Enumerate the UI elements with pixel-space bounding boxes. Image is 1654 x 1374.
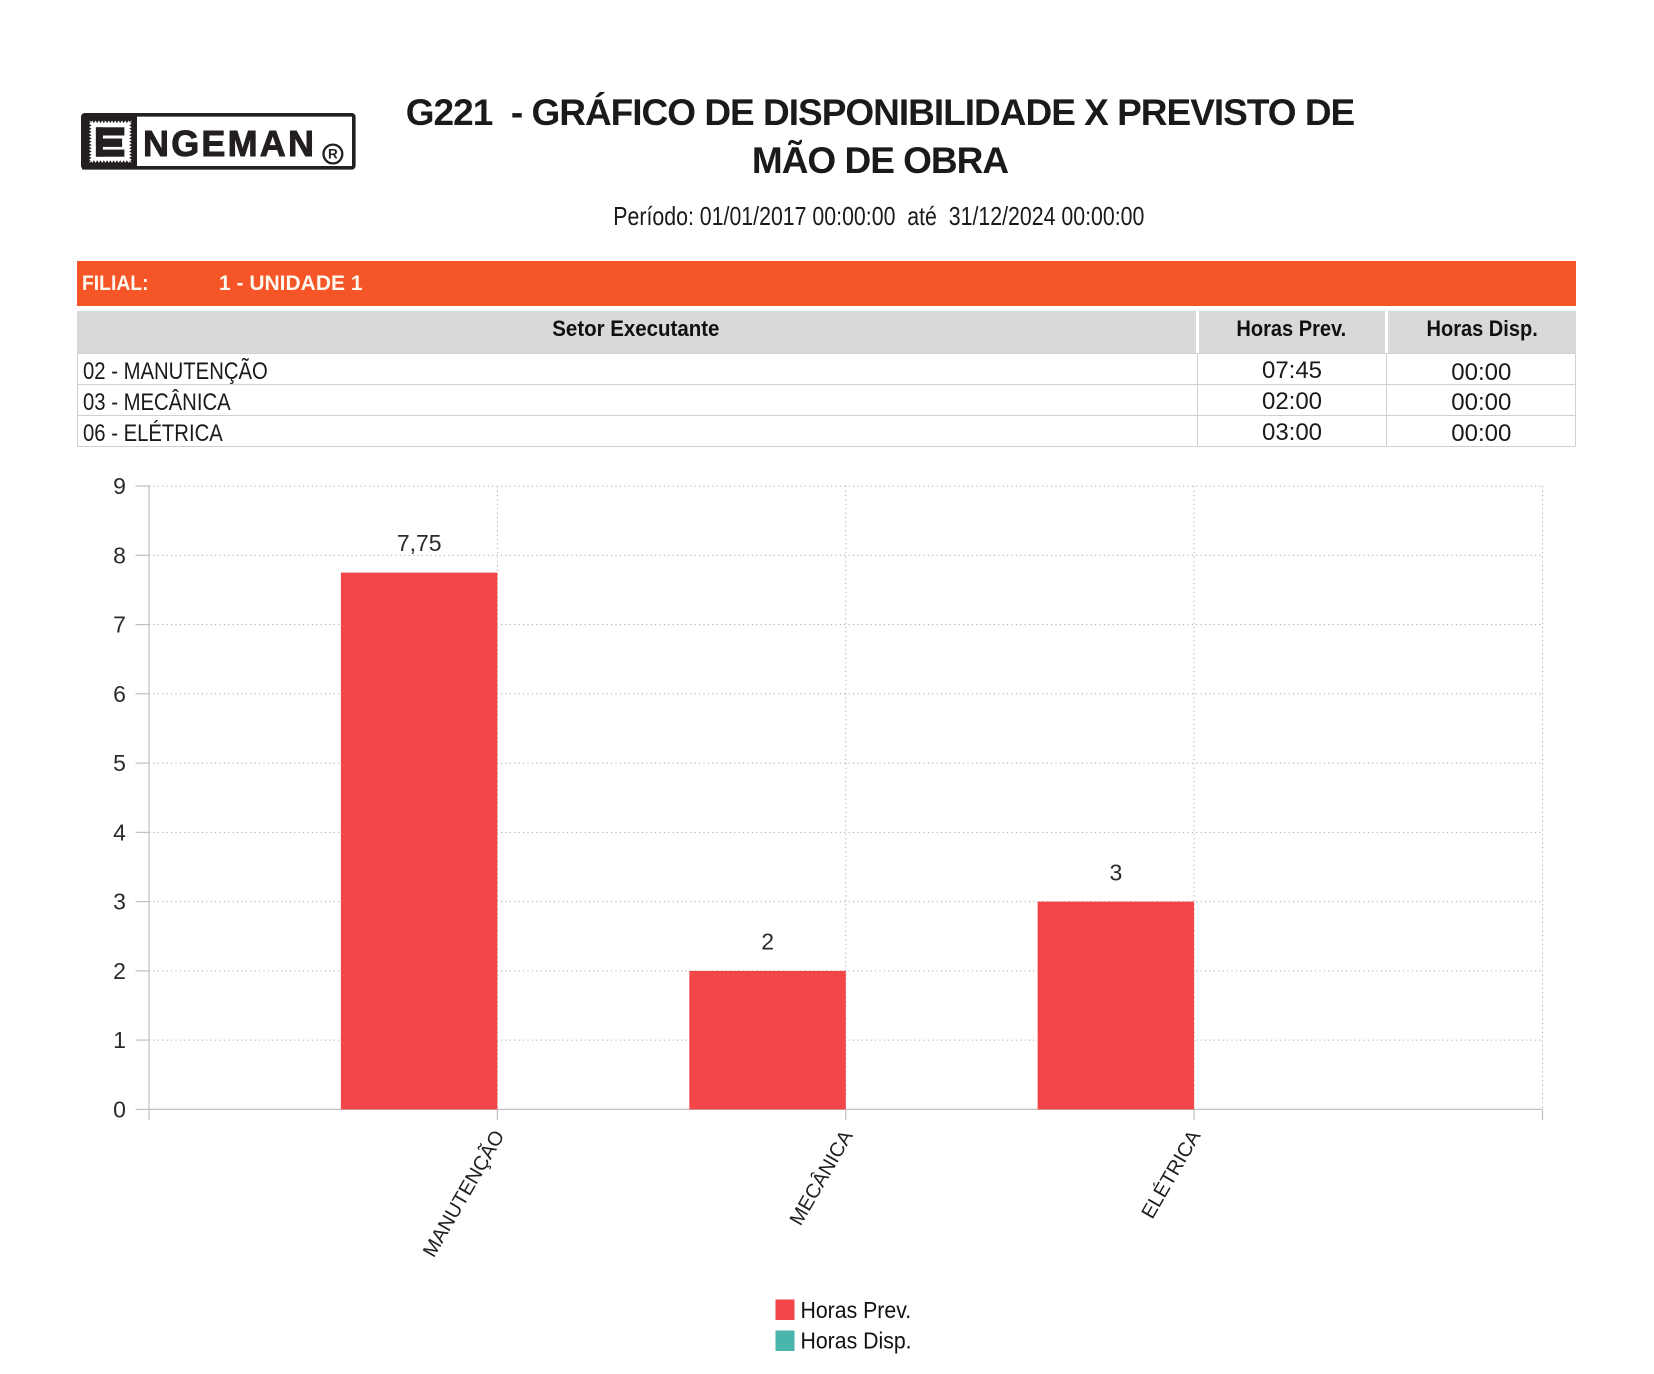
svg-text:2: 2 (113, 958, 126, 984)
svg-text:4: 4 (113, 819, 126, 845)
svg-text:3: 3 (1110, 859, 1123, 885)
svg-text:7: 7 (113, 612, 126, 638)
svg-text:MECÂNICA: MECÂNICA (785, 1126, 858, 1229)
svg-text:0: 0 (113, 1096, 126, 1122)
svg-text:ELÉTRICA: ELÉTRICA (1137, 1126, 1206, 1223)
svg-text:MANUTENÇÃO: MANUTENÇÃO (417, 1126, 509, 1261)
svg-text:6: 6 (113, 681, 126, 707)
svg-text:5: 5 (113, 750, 126, 776)
svg-text:1: 1 (113, 1027, 126, 1053)
svg-text:Horas Prev.: Horas Prev. (801, 1297, 912, 1323)
svg-text:R: R (328, 147, 338, 162)
svg-text:3: 3 (113, 889, 126, 915)
svg-text:7,75: 7,75 (397, 530, 442, 556)
svg-text:2: 2 (761, 929, 774, 955)
svg-text:NGEMAN: NGEMAN (143, 123, 316, 164)
svg-text:8: 8 (113, 542, 126, 568)
svg-text:9: 9 (113, 473, 126, 499)
svg-text:Horas Disp.: Horas Disp. (801, 1328, 912, 1354)
